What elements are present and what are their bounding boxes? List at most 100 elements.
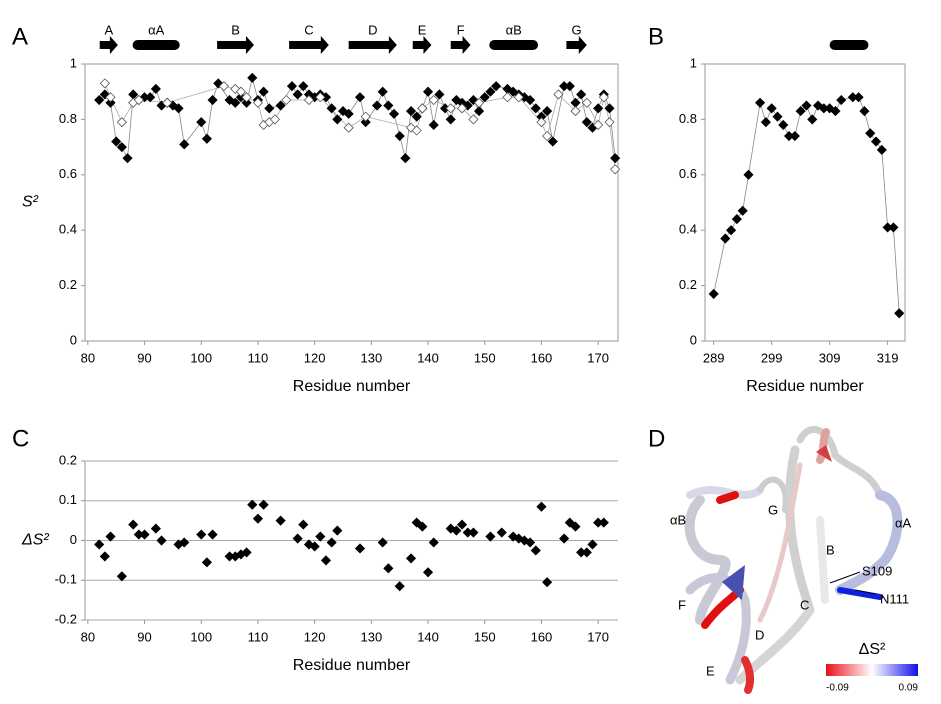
ss-label: F [457, 22, 465, 37]
point [258, 499, 269, 510]
strand [412, 36, 432, 54]
point [457, 519, 468, 530]
point [94, 539, 105, 550]
point [150, 523, 161, 534]
point [853, 92, 864, 103]
ss-label: G [572, 22, 582, 37]
point [542, 106, 553, 117]
panel-label: C [12, 425, 29, 452]
point [383, 100, 394, 111]
structure-label: G [768, 502, 778, 517]
point [708, 288, 719, 299]
point [241, 97, 252, 108]
point [207, 94, 218, 106]
y-tick-label: 0.2 [679, 277, 697, 292]
point [474, 97, 485, 108]
point [485, 86, 496, 97]
point [795, 106, 806, 117]
point [320, 555, 332, 566]
y-tick-label: 1 [70, 55, 77, 70]
strand [217, 36, 254, 54]
point [394, 130, 405, 142]
y-tick-label: 0.2 [59, 452, 77, 467]
x-tick-label: 110 [248, 350, 269, 365]
point [485, 531, 496, 542]
point [133, 94, 144, 106]
point [286, 81, 298, 92]
colorbar-label: -0.09 [826, 683, 849, 694]
helix [829, 40, 869, 50]
ss-label: αB [506, 22, 522, 37]
y-tick-label: 0 [690, 332, 697, 347]
point [111, 136, 122, 147]
y-tick-label: 0.4 [679, 222, 697, 237]
pointer [829, 571, 861, 584]
point [145, 92, 156, 103]
x-tick-label: 170 [587, 629, 609, 644]
point [870, 136, 882, 147]
point [801, 100, 812, 111]
point [428, 94, 439, 106]
x-tick-label: 90 [137, 350, 151, 365]
point [525, 94, 536, 106]
point [581, 97, 592, 108]
point [128, 519, 139, 530]
y-tick-label: 0.6 [59, 166, 77, 181]
point [252, 513, 264, 524]
x-tick-label: 100 [190, 350, 212, 365]
structure-label: αA [895, 515, 912, 530]
panel-label: D [648, 425, 665, 452]
x-tick-label: 150 [474, 350, 496, 365]
point [207, 529, 218, 540]
point [269, 114, 281, 125]
point [139, 529, 150, 540]
point [105, 92, 116, 103]
point [116, 571, 127, 582]
point [451, 525, 462, 536]
point [610, 164, 621, 175]
point [422, 86, 434, 97]
point [332, 525, 343, 536]
point [536, 117, 547, 128]
point [405, 553, 417, 564]
point [405, 122, 417, 133]
point [468, 527, 479, 538]
point [581, 117, 592, 128]
y-tick-label: 0.6 [679, 166, 697, 181]
structure-label: N111 [880, 591, 909, 606]
point [179, 537, 190, 548]
point [836, 94, 847, 106]
point [559, 533, 570, 544]
plot-frame [704, 63, 906, 342]
point [326, 537, 337, 548]
strand [348, 36, 397, 54]
strand [450, 36, 471, 54]
point [570, 97, 581, 108]
point [513, 92, 524, 103]
point [235, 86, 246, 97]
point [281, 94, 292, 106]
y-tick-label: -0.1 [55, 572, 77, 587]
point [383, 563, 394, 574]
y-tick-label: 0.4 [59, 222, 77, 237]
x-tick-label: 120 [304, 629, 326, 644]
point [99, 551, 110, 562]
structure-label: αB [670, 512, 686, 527]
point [105, 97, 116, 108]
point [434, 89, 445, 100]
y-tick-label: 0 [70, 532, 77, 547]
point [315, 531, 326, 542]
point [354, 543, 366, 554]
x-tick-label: 140 [417, 629, 439, 644]
point [150, 83, 161, 94]
ss-label: B [231, 22, 240, 37]
point [888, 222, 899, 233]
point [258, 86, 269, 97]
point [610, 153, 621, 164]
point [859, 106, 870, 117]
y-tick-label: 0.8 [679, 111, 697, 126]
point [894, 308, 905, 319]
structure-label: B [826, 542, 835, 557]
y-tick-label: 0 [70, 332, 77, 347]
